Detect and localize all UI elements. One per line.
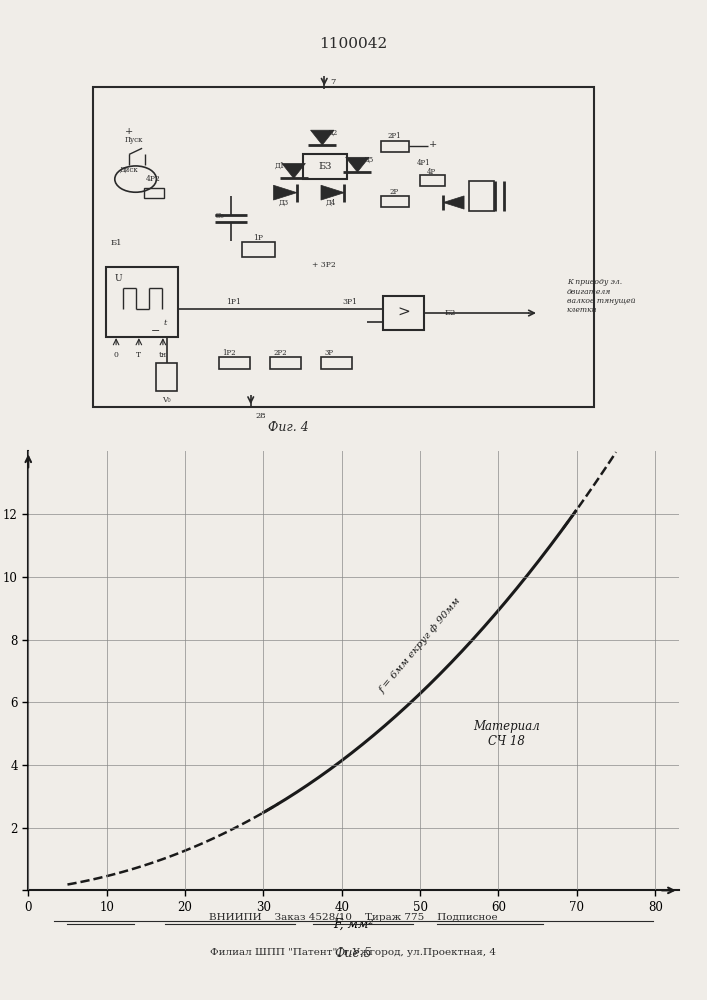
Text: Б1: Б1 — [110, 239, 122, 247]
Text: Д1: Д1 — [275, 162, 285, 170]
Bar — [156, 363, 177, 391]
Text: + 3Р2: + 3Р2 — [312, 261, 336, 269]
Text: К приводу эл.
двигателя
валков тянущей
клетки: К приводу эл. двигателя валков тянущей к… — [567, 278, 636, 314]
Text: 3Р1: 3Р1 — [343, 298, 358, 306]
Text: Фие.5: Фие.5 — [334, 947, 373, 960]
Text: Материал
СЧ 18: Материал СЧ 18 — [473, 720, 539, 748]
Polygon shape — [282, 163, 305, 178]
Text: ВНИИПИ    Заказ 4528/10    Тираж 775    Подписное: ВНИИПИ Заказ 4528/10 Тираж 775 Подписное — [209, 913, 498, 922]
Polygon shape — [310, 130, 334, 145]
Text: 2Р1: 2Р1 — [387, 132, 401, 140]
Text: Фиг. 4: Фиг. 4 — [268, 421, 309, 434]
Bar — [242, 242, 276, 257]
Text: f = 6мм екруг ф 90мм: f = 6мм екруг ф 90мм — [378, 596, 462, 695]
Text: Д5: Д5 — [364, 156, 374, 164]
Polygon shape — [321, 185, 344, 200]
Text: 2Р: 2Р — [390, 188, 398, 196]
Bar — [381, 141, 409, 152]
Polygon shape — [346, 157, 369, 172]
Text: 0: 0 — [114, 351, 119, 359]
Text: Филиал ШПП "Патент", г.Ужгород, ул.Проектная, 4: Филиал ШПП "Патент", г.Ужгород, ул.Проек… — [211, 948, 496, 957]
Text: U: U — [115, 274, 122, 283]
Bar — [382, 296, 424, 330]
Bar — [106, 267, 178, 337]
Polygon shape — [443, 196, 464, 209]
Text: +: + — [428, 140, 437, 149]
Bar — [270, 357, 301, 369]
Text: 28: 28 — [256, 412, 267, 420]
Text: Д3: Д3 — [278, 199, 288, 207]
Text: Б3: Б3 — [318, 162, 332, 171]
Bar — [321, 357, 352, 369]
Text: Б2: Б2 — [444, 309, 455, 317]
Text: C₀: C₀ — [215, 212, 224, 220]
Polygon shape — [274, 185, 297, 200]
Text: tн: tн — [159, 351, 167, 359]
Text: V₀: V₀ — [163, 396, 171, 404]
Bar — [144, 188, 163, 198]
Bar — [303, 154, 347, 179]
Text: 1Р: 1Р — [254, 234, 264, 242]
Text: 1Р1: 1Р1 — [226, 298, 240, 306]
Bar — [420, 175, 445, 186]
Bar — [381, 196, 409, 207]
Text: 4Р1: 4Р1 — [417, 159, 431, 167]
Text: T: T — [136, 351, 141, 359]
X-axis label: F, мм²: F, мм² — [333, 918, 374, 931]
Text: 1100042: 1100042 — [320, 37, 387, 51]
Text: 2Р2: 2Р2 — [274, 349, 288, 357]
Text: 3Р: 3Р — [325, 349, 333, 357]
Text: Д2: Д2 — [327, 129, 338, 137]
Text: +: + — [124, 127, 133, 136]
Text: Пуск: Пуск — [124, 136, 143, 144]
Text: Д4: Д4 — [326, 199, 336, 207]
Text: 1Р2: 1Р2 — [222, 349, 235, 357]
Bar — [219, 357, 250, 369]
Text: t: t — [163, 319, 167, 327]
Text: >: > — [397, 306, 410, 320]
Text: 7: 7 — [330, 78, 335, 86]
Text: 4Р: 4Р — [427, 168, 436, 176]
Text: −: − — [151, 326, 160, 336]
Text: 4Р2: 4Р2 — [146, 175, 160, 183]
Bar — [469, 181, 494, 211]
Bar — [93, 87, 594, 407]
Text: Диск: Диск — [119, 166, 138, 174]
